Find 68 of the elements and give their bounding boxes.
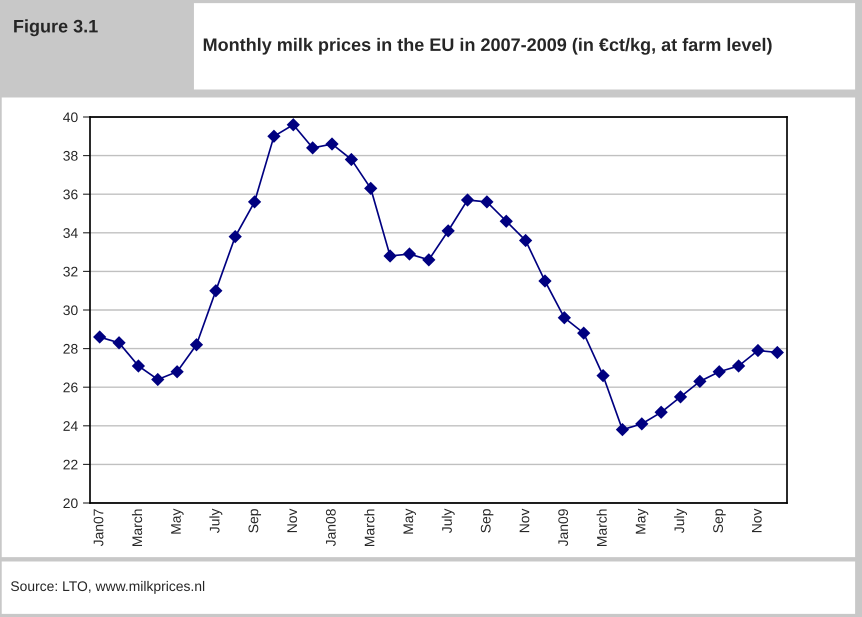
point <box>422 253 436 266</box>
point <box>403 248 416 260</box>
caption: Figure 3.1 <box>14 19 98 36</box>
point <box>616 423 629 436</box>
x-tick-label: Jan07 <box>94 509 104 546</box>
x-tick-label: March <box>364 509 374 546</box>
x-tick-label: March <box>132 509 142 546</box>
x-tick-label: Nov <box>287 508 298 532</box>
point <box>268 130 280 143</box>
point <box>93 330 106 344</box>
point <box>151 373 164 386</box>
y-tick-label: 26 <box>63 382 78 392</box>
point <box>209 284 222 298</box>
x-tick-label: Sep <box>480 509 494 533</box>
y-tick-label: 28 <box>63 344 78 354</box>
y-tick-label: 38 <box>63 150 78 161</box>
point <box>480 196 494 208</box>
y-tick-label: 30 <box>63 305 78 316</box>
x-tick-label: Sep <box>713 509 726 533</box>
point <box>228 230 242 244</box>
y-tick-label: 22 <box>63 460 78 470</box>
point <box>635 417 648 430</box>
point <box>752 344 764 357</box>
point <box>461 194 474 206</box>
point <box>674 390 687 404</box>
y-tick-label: 36 <box>63 190 78 200</box>
x-tick-label: July <box>674 508 687 534</box>
point <box>132 360 145 372</box>
point <box>344 153 358 166</box>
point <box>596 369 610 382</box>
x-tick-label: Nov <box>520 508 530 532</box>
point <box>577 326 590 340</box>
chart-title: Monthly milk prices in the EU in 2007-2009 (in €ct/kg, at farm level) <box>204 38 772 55</box>
point <box>500 214 513 228</box>
x-tick-label: May <box>403 508 416 534</box>
point <box>384 250 397 262</box>
y-tick-label: 24 <box>63 421 78 431</box>
point <box>112 336 126 350</box>
point <box>558 311 571 324</box>
y-tick-label: 20 <box>63 498 78 508</box>
x-tick-label: Sep <box>248 509 262 533</box>
source-note: Source: LTO, www.milkprices.nl <box>10 580 204 594</box>
x-tick-label: March <box>596 509 607 546</box>
point <box>693 374 706 388</box>
point <box>170 365 184 378</box>
x-tick-label: Nov <box>752 508 762 532</box>
point <box>654 406 668 419</box>
point <box>712 365 726 378</box>
point <box>770 346 784 359</box>
point <box>326 138 338 150</box>
x-tick-label: May <box>171 508 184 534</box>
x-tick-label: Jan09 <box>558 509 568 546</box>
point <box>286 118 300 132</box>
x-tick-label: May <box>636 508 648 534</box>
point <box>190 338 203 352</box>
point <box>538 274 552 288</box>
x-tick-label: Jan08 <box>326 509 336 546</box>
point <box>732 360 746 372</box>
point <box>306 141 320 154</box>
point <box>248 196 261 208</box>
y-tick-label: 32 <box>63 266 78 277</box>
point <box>364 182 378 195</box>
point <box>519 234 532 247</box>
x-tick-label: July <box>209 508 222 534</box>
x-tick-label: July <box>442 508 455 534</box>
point <box>442 224 455 238</box>
y-tick-label: 34 <box>63 228 78 238</box>
y-tick-label: 40 <box>63 112 78 122</box>
